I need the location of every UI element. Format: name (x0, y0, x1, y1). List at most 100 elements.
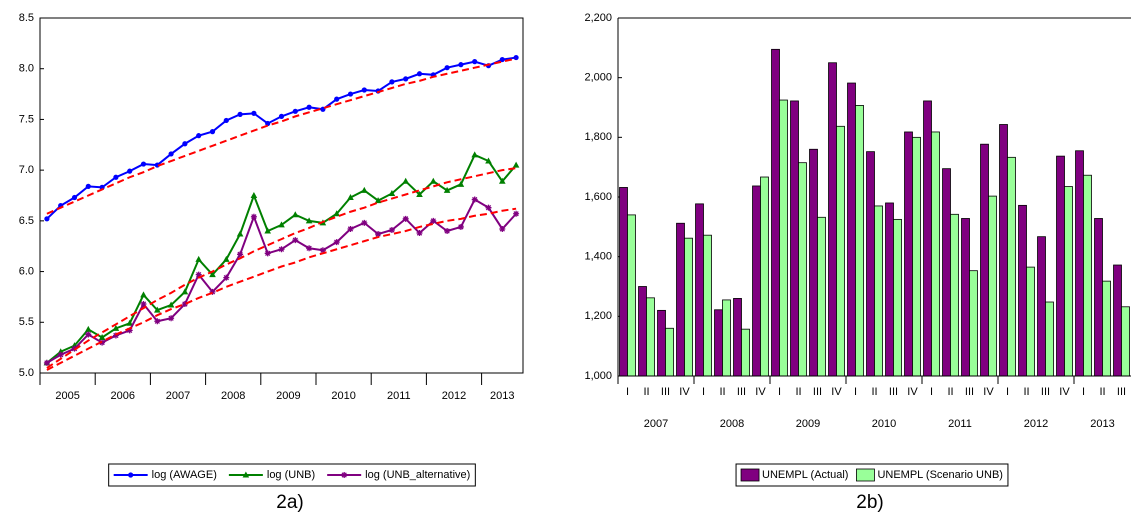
bar (619, 187, 628, 377)
point (402, 215, 409, 222)
bar (809, 148, 818, 377)
point (98, 334, 106, 340)
point (444, 65, 450, 71)
bar (1121, 306, 1130, 377)
x-tick-label: 2007 (166, 390, 190, 402)
point (389, 79, 395, 85)
bar (950, 213, 959, 377)
point (85, 325, 92, 332)
point (443, 186, 451, 193)
legend-marker (242, 471, 250, 478)
point (388, 226, 395, 233)
point (306, 104, 312, 110)
point (85, 183, 91, 189)
y-tick-label: 7.0 (19, 164, 34, 176)
caption: 2b) (856, 492, 883, 513)
point (209, 129, 216, 135)
bar (771, 48, 780, 377)
point (458, 62, 464, 68)
point (334, 96, 340, 102)
point (361, 219, 368, 226)
bar (790, 100, 799, 377)
point (182, 141, 188, 147)
point (361, 87, 367, 93)
point (416, 71, 423, 77)
legend-box (108, 463, 476, 487)
x-tick-label: III (889, 386, 898, 398)
point (457, 180, 465, 187)
legend-swatch (740, 468, 760, 482)
point (333, 239, 340, 246)
x-tick-label: II (871, 386, 877, 398)
point (403, 76, 409, 82)
point (43, 359, 50, 366)
caption: 2a) (276, 492, 303, 513)
point (57, 351, 64, 358)
bar (942, 168, 951, 377)
y-tick-label: 7.5 (19, 113, 34, 125)
point (196, 133, 202, 139)
x-tick-label: III (1117, 386, 1126, 398)
point (209, 271, 216, 278)
point (416, 190, 423, 197)
y-tick-label: 1,200 (584, 310, 612, 322)
legend-label: log (AWAGE) (152, 469, 217, 481)
point (167, 301, 175, 308)
x-tick-label: 2011 (387, 390, 411, 402)
point (44, 216, 50, 222)
x-tick-label: I (778, 386, 781, 398)
point (140, 161, 147, 167)
point (181, 288, 189, 295)
y-tick-label: 5.5 (19, 316, 34, 328)
point (236, 230, 244, 237)
x-tick-label: III (661, 386, 670, 398)
bar (1102, 280, 1111, 377)
bar (912, 136, 921, 377)
bar (1113, 264, 1122, 377)
x-tick-label: III (813, 386, 822, 398)
bar (798, 162, 807, 377)
point (154, 306, 161, 313)
point (278, 113, 285, 119)
x-tick-label: I (1006, 386, 1009, 398)
x-tick-label: II (643, 386, 649, 398)
x-group-label: 2011 (948, 418, 972, 430)
bar (741, 328, 750, 377)
x-group-label: 2008 (720, 418, 744, 430)
legend-swatch (856, 468, 875, 482)
bar (817, 216, 826, 377)
bar (893, 218, 902, 377)
legend: log (AWAGE) log (UNB) log (UNB_alternative… (108, 463, 476, 487)
y-tick-label: 5.0 (19, 367, 34, 379)
x-group-label: 2012 (1024, 418, 1048, 430)
point (347, 91, 354, 97)
legend-marker (128, 472, 134, 478)
point (209, 288, 216, 295)
x-tick-label: IV (983, 386, 994, 398)
point (223, 274, 230, 281)
x-tick-label: 2006 (111, 390, 135, 402)
point (195, 271, 202, 278)
x-tick-label: 2012 (442, 390, 466, 402)
x-tick-label: II (719, 386, 725, 398)
bar (1037, 236, 1046, 377)
x-tick-label: IV (907, 386, 918, 398)
x-tick-label: 2009 (276, 390, 300, 402)
bar (722, 299, 731, 377)
x-tick-label: I (930, 386, 933, 398)
bar (961, 218, 970, 377)
x-tick-label: III (737, 386, 746, 398)
point (347, 194, 354, 201)
bar (684, 237, 693, 377)
bar (703, 234, 712, 377)
x-tick-label: III (965, 386, 974, 398)
point (250, 192, 258, 198)
y-tick-label: 1,400 (584, 251, 612, 263)
bar (1026, 266, 1035, 377)
point (388, 189, 396, 196)
bar (1018, 204, 1027, 377)
y-tick-label: 2,000 (584, 72, 612, 84)
x-tick-label: I (626, 386, 629, 398)
bar (1045, 301, 1054, 377)
